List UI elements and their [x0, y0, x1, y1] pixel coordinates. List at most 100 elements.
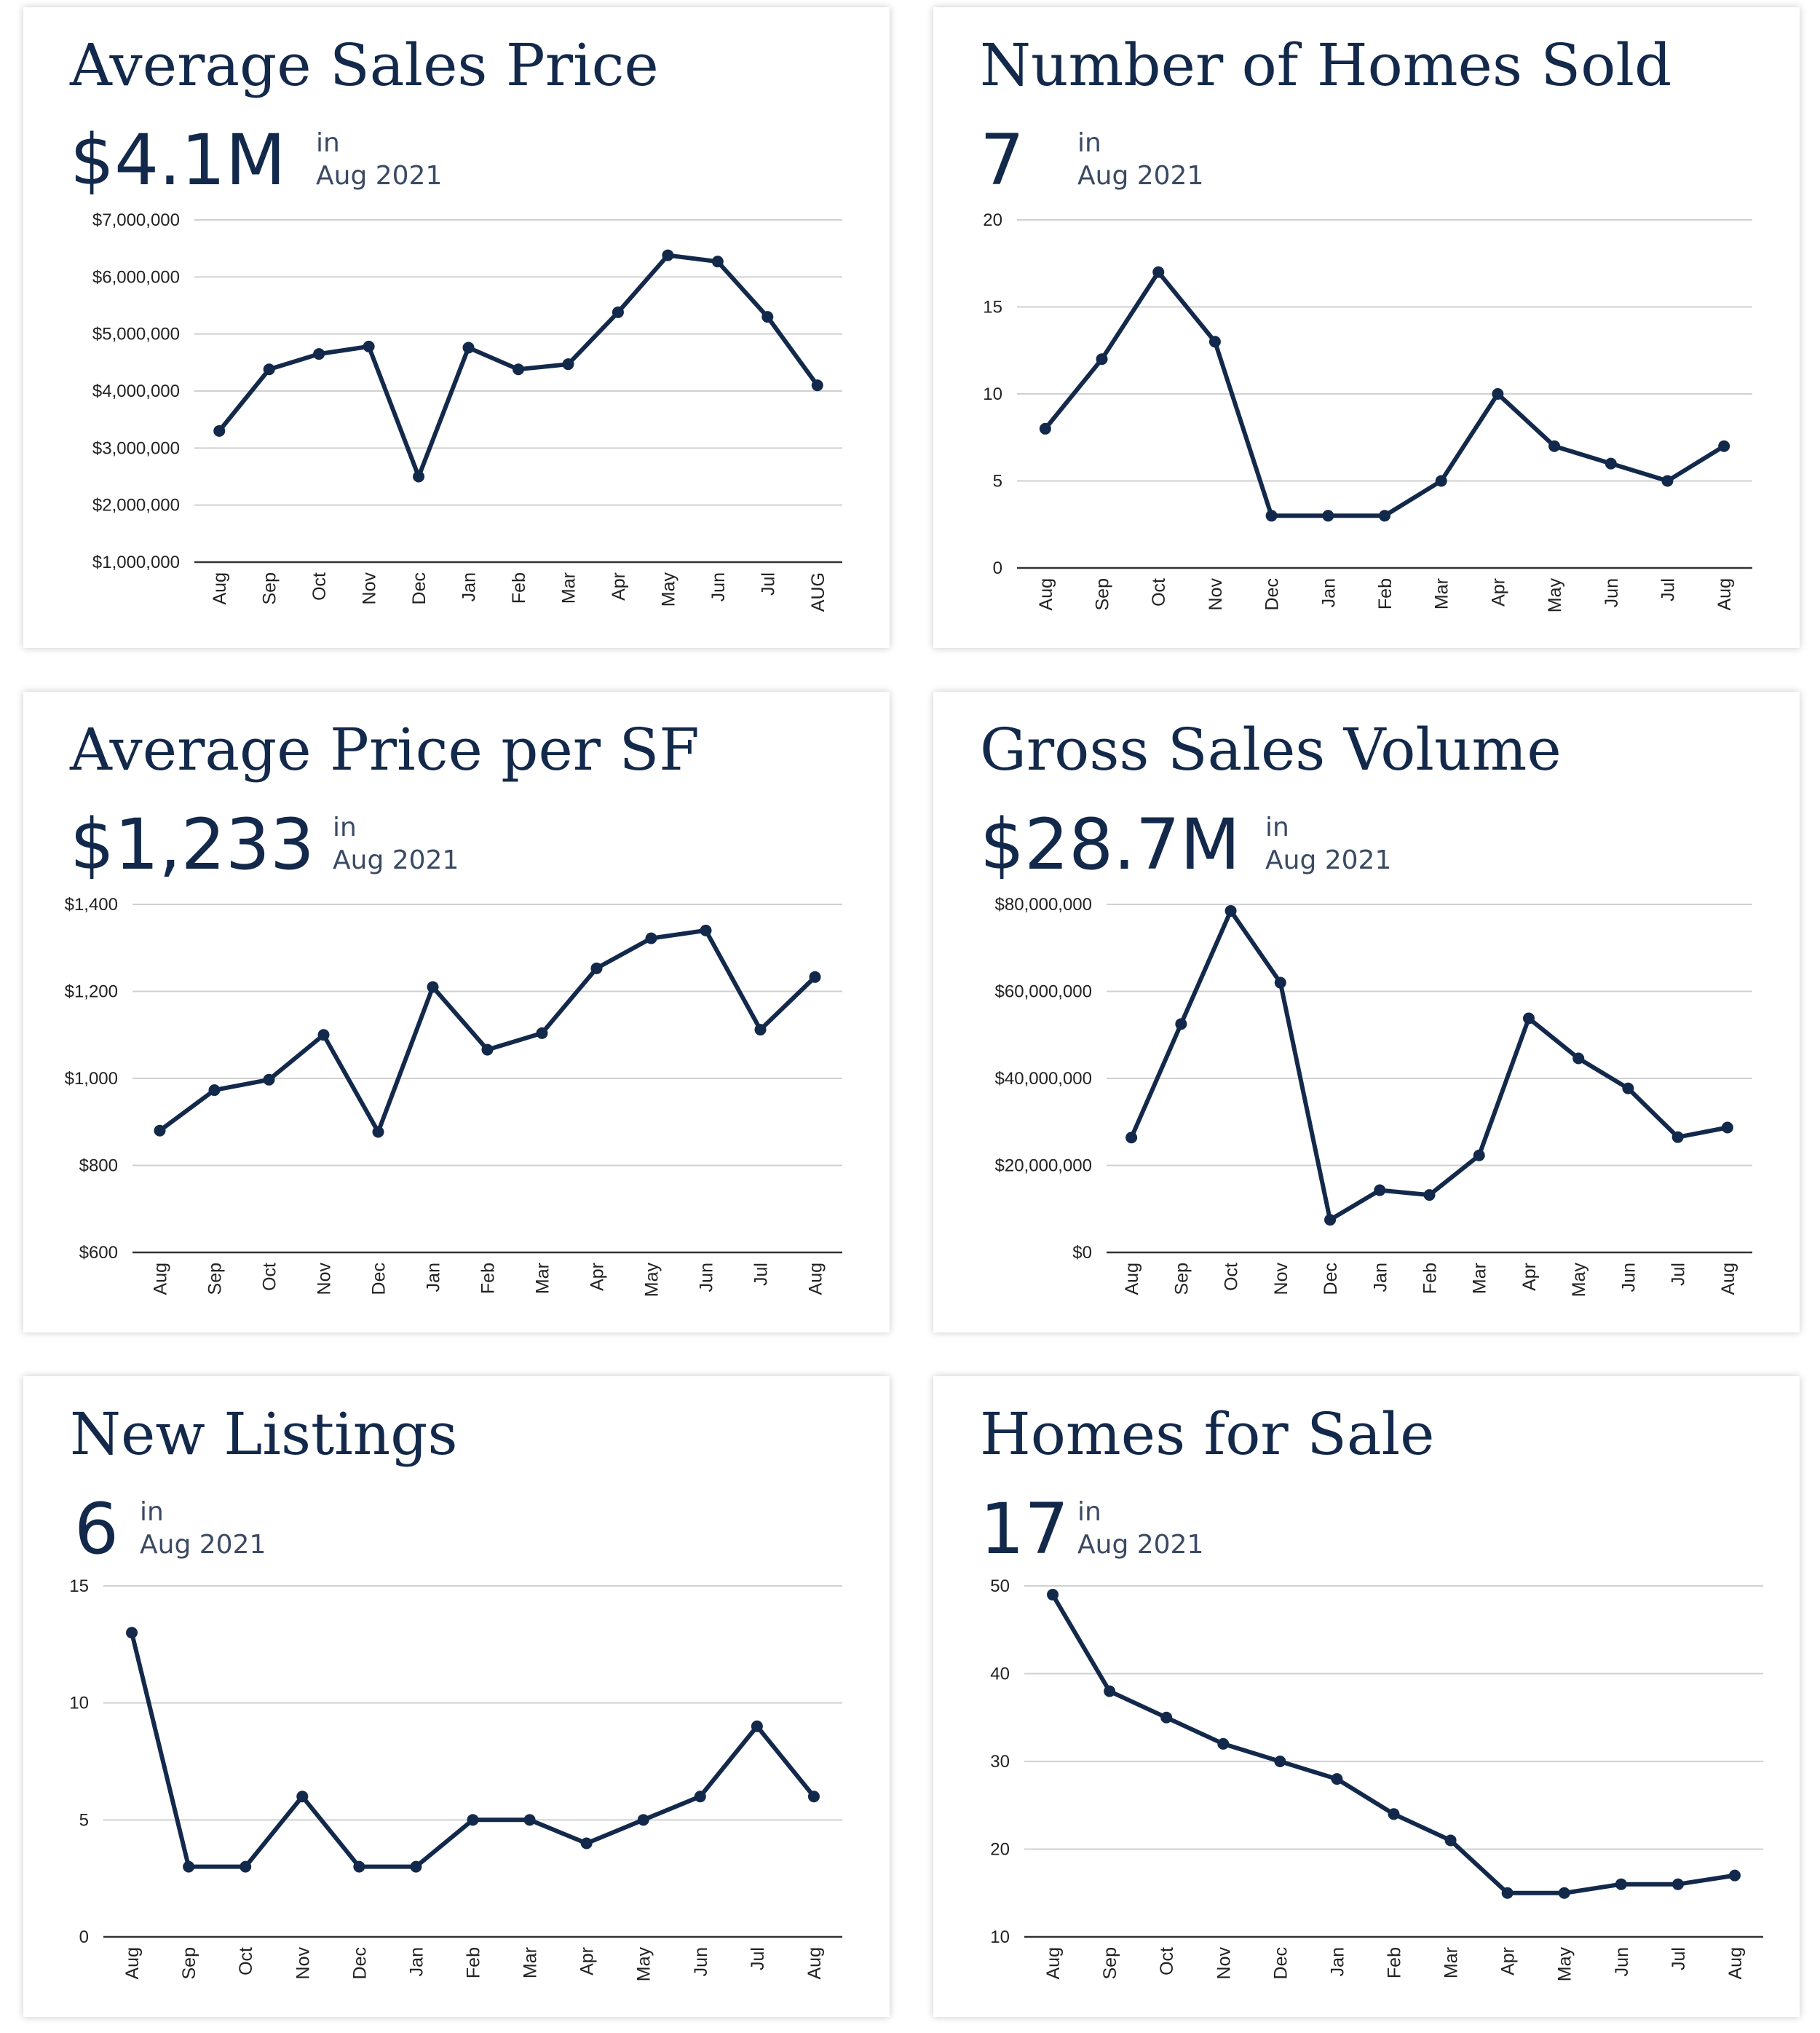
data-point [1152, 266, 1165, 278]
x-tick-label: Jul [748, 1947, 768, 1970]
metric-in-label: in [140, 1497, 164, 1527]
y-tick-label: $40,000,000 [995, 1069, 1092, 1089]
x-tick-label: Apr [1519, 1263, 1540, 1291]
x-tick-label: Jul [1669, 1947, 1689, 1970]
data-point [807, 1791, 820, 1803]
x-tick-label: Feb [509, 572, 529, 604]
x-tick-label: May [642, 1263, 662, 1298]
chart-card-homes-for-sale: Homes for Sale 17 in Aug 2021 10 20 30 40 50… [933, 1376, 1800, 2017]
x-tick-label: Jun [691, 1947, 711, 1976]
data-point [513, 363, 524, 376]
data-point [1047, 1589, 1059, 1601]
x-tick-label: Aug [806, 1263, 826, 1295]
series-line [1129, 909, 1728, 1223]
data-point [1224, 904, 1237, 917]
data-point [761, 311, 774, 323]
data-point [1265, 510, 1278, 522]
data-point [1444, 1834, 1457, 1847]
x-tick-label: Apr [577, 1947, 598, 1975]
x-tick-label: Sep [205, 1263, 226, 1295]
x-tick-label: May [658, 572, 678, 607]
x-tick-label: Oct [1149, 578, 1169, 607]
y-tick-label: $6,000,000 [92, 267, 180, 287]
x-tick-label: Jan [406, 1947, 427, 1976]
x-tick-label: Feb [464, 1947, 484, 1978]
card-title: Number of Homes Sold [980, 31, 1672, 99]
x-tick-label: Sep [1171, 1263, 1192, 1295]
data-point [1721, 1121, 1733, 1134]
data-point [317, 1029, 330, 1041]
x-tick-label: Aug [1036, 578, 1056, 610]
data-point [1615, 1878, 1627, 1890]
metric-in-label: in [1077, 128, 1101, 158]
x-tick-label: Oct [260, 1263, 280, 1291]
x-tick-label: Dec [349, 1947, 370, 1979]
line-chart: 10 20 30 40 50 Aug Sep Oct Nov Dec Jan Feb Mar Apr May… [990, 1576, 1763, 1981]
y-tick-label: 10 [69, 1694, 89, 1713]
x-tick-label: Aug [804, 1947, 825, 1979]
x-tick-label: Jan [1327, 1947, 1348, 1976]
data-point [1374, 1184, 1386, 1196]
data-point [694, 1791, 706, 1803]
data-point [523, 1814, 536, 1826]
data-point [1435, 475, 1447, 487]
y-tick-label: 0 [993, 558, 1002, 578]
x-tick-label: Jul [758, 572, 778, 596]
y-tick-label: 0 [79, 1927, 89, 1947]
y-tick-label: 30 [990, 1752, 1010, 1772]
metric-in-label: in [316, 128, 340, 158]
metric-in-label: in [1077, 1497, 1101, 1527]
data-point [1175, 1018, 1187, 1030]
card-title: Homes for Sale [980, 1400, 1435, 1468]
y-tick-label: $1,000 [65, 1069, 118, 1089]
data-point [263, 363, 275, 376]
data-point [213, 425, 226, 437]
x-tick-label: Jan [1318, 578, 1339, 607]
data-point [1217, 1737, 1230, 1750]
metric-period: Aug 2021 [316, 161, 443, 191]
metric-period: Aug 2021 [1265, 845, 1392, 875]
y-tick-label: $1,200 [65, 982, 118, 1002]
x-tick-label: Feb [1385, 1947, 1405, 1978]
y-tick-label: 50 [990, 1576, 1010, 1596]
x-tick-label: Nov [1271, 1263, 1291, 1295]
x-tick-label: Jan [424, 1263, 444, 1292]
x-tick-label: Dec [1262, 578, 1283, 610]
x-tick-label: Jun [708, 572, 729, 601]
y-tick-label: $60,000,000 [995, 982, 1092, 1002]
metric-value: 6 [74, 1488, 119, 1570]
y-tick-label: 5 [993, 472, 1002, 492]
data-point [536, 1027, 548, 1039]
x-tick-label: Dec [1270, 1947, 1291, 1979]
data-point [700, 924, 712, 936]
data-point [1388, 1808, 1400, 1820]
data-point [1322, 510, 1334, 522]
data-point [711, 256, 724, 268]
data-point [811, 379, 823, 392]
x-tick-label: AUG [808, 572, 828, 612]
line-chart: $600 $800 $1,000 $1,200 $1,400 Aug Sep Oct Nov De… [65, 895, 842, 1298]
x-tick-label: Jul [751, 1263, 772, 1286]
x-tick-label: Oct [236, 1947, 256, 1975]
data-point [809, 971, 821, 983]
chart-card-average-price-per-sf: Average Price per SF $1,233 in Aug 2021 … [23, 692, 890, 1333]
x-tick-label: Jan [1370, 1263, 1390, 1292]
data-point [1622, 1082, 1634, 1094]
x-tick-label: Jun [1612, 1947, 1632, 1976]
x-tick-label: Sep [179, 1947, 199, 1979]
data-point [1522, 1012, 1535, 1025]
y-tick-label: 20 [990, 1840, 1010, 1860]
x-tick-label: Apr [1498, 1947, 1519, 1975]
x-tick-label: Oct [1157, 1947, 1177, 1975]
series-line [130, 1632, 816, 1869]
x-tick-label: Aug [1714, 578, 1735, 610]
data-point [1548, 440, 1561, 452]
data-point [1473, 1149, 1485, 1161]
x-tick-label: Apr [587, 1263, 608, 1291]
data-point [363, 340, 375, 352]
x-tick-label: Aug [1718, 1263, 1738, 1295]
line-chart: 0 5 10 15 Aug Sep Oct Nov Dec Jan Feb Mar Apr May Jun J… [69, 1576, 842, 1981]
data-point [1492, 388, 1504, 400]
x-tick-label: Mar [1441, 1947, 1462, 1978]
y-tick-label: $3,000,000 [92, 438, 180, 458]
